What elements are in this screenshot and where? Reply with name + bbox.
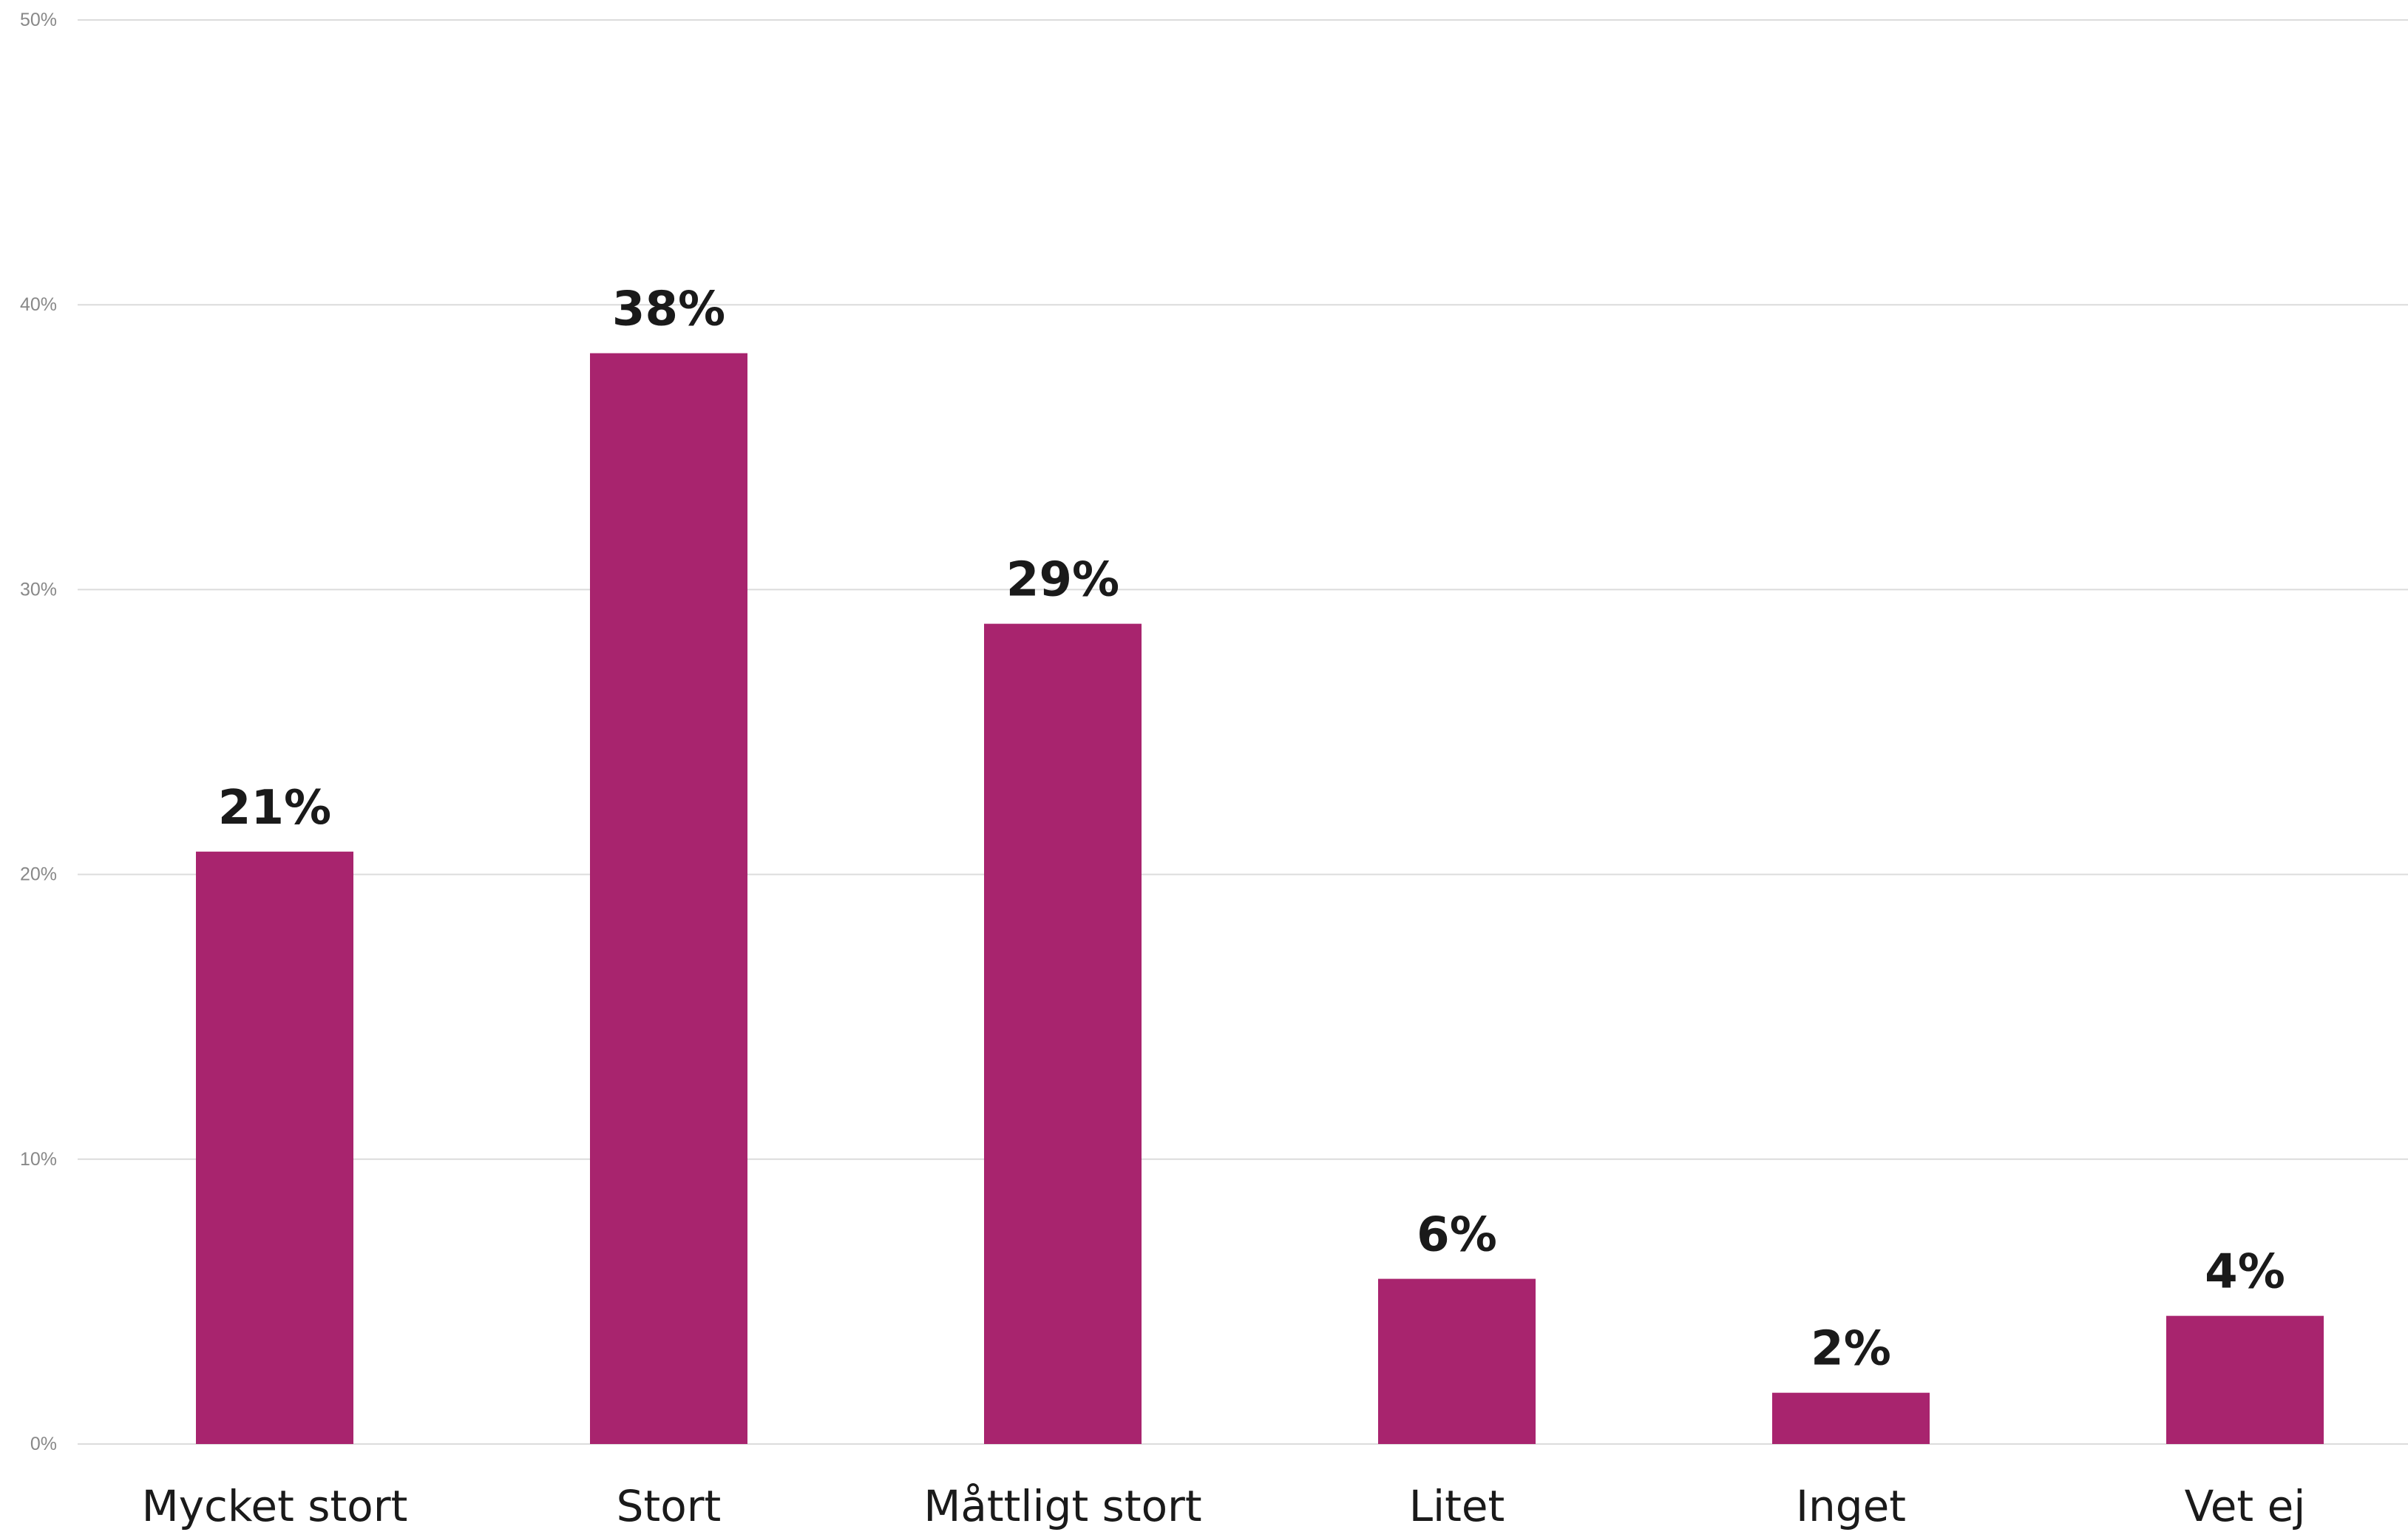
y-tick-label: 30% <box>20 579 57 600</box>
data-label: 6% <box>1417 1208 1497 1263</box>
data-label: 29% <box>1006 553 1119 608</box>
bar <box>984 623 1142 1444</box>
data-labels: 21% 38% 29% 6% 2% 4% <box>218 282 2285 1377</box>
data-label: 4% <box>2205 1245 2285 1300</box>
bar <box>2166 1315 2324 1444</box>
y-tick-label: 20% <box>20 864 57 885</box>
y-axis-tick-labels: 0% 10% 20% 30% 40% 50% <box>20 10 57 1454</box>
category-label: Mycket stort <box>142 1481 408 1531</box>
bar <box>1378 1278 1536 1444</box>
category-label: Inget <box>1796 1481 1906 1531</box>
y-tick-label: 0% <box>30 1434 57 1454</box>
category-label: Litet <box>1409 1481 1505 1531</box>
category-label: Vet ej <box>2185 1481 2306 1531</box>
bars <box>196 353 2324 1445</box>
data-label: 21% <box>218 781 331 836</box>
category-label: Måttligt stort <box>923 1481 1201 1531</box>
y-tick-label: 50% <box>20 10 57 30</box>
bar <box>1772 1392 1930 1444</box>
category-label: Stort <box>617 1481 722 1531</box>
bar <box>590 353 747 1445</box>
data-label: 2% <box>1811 1322 1891 1377</box>
data-label: 38% <box>612 282 725 337</box>
y-tick-label: 40% <box>20 294 57 315</box>
y-tick-label: 10% <box>20 1149 57 1170</box>
gridlines <box>78 19 2408 1445</box>
x-axis-category-labels: Mycket stort Stort Måttligt stort Litet Inge… <box>142 1481 2306 1531</box>
bar <box>196 851 353 1444</box>
